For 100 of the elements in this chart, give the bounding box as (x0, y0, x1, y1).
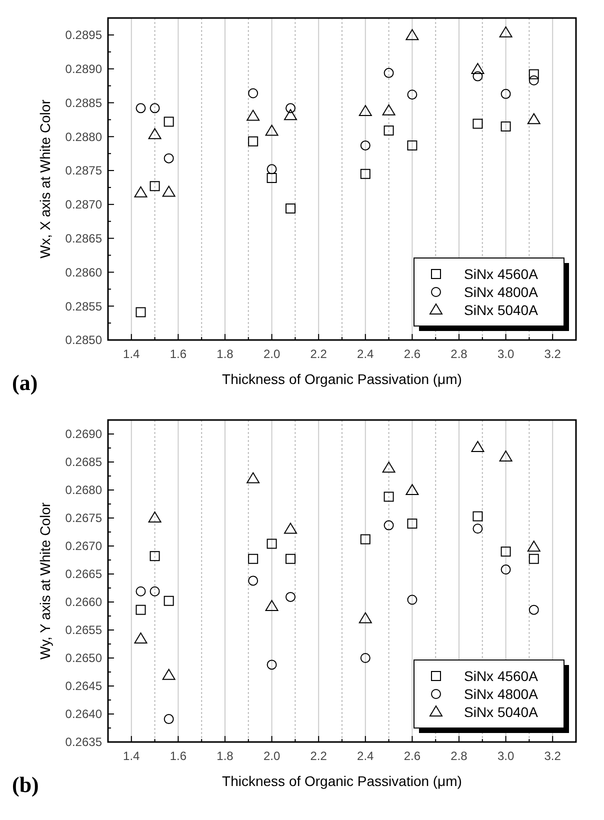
point (528, 75, 539, 86)
y-tick-label: 0.2650 (65, 651, 102, 666)
point (528, 554, 539, 564)
point (150, 586, 160, 596)
legend-label: SiNx 5040A (464, 704, 539, 720)
x-tick-label: 2.8 (450, 749, 468, 763)
point (358, 105, 372, 116)
point (148, 512, 162, 522)
point (266, 538, 277, 549)
y-tick-label: 0.2860 (65, 265, 102, 280)
point (284, 109, 298, 120)
x-axis-title: Thickness of Organic Passivation (μm) (222, 773, 462, 789)
x-tick-label: 1.6 (170, 347, 187, 361)
point (286, 203, 296, 214)
y-tick-label: 0.2680 (65, 483, 102, 498)
y-tick-label: 0.2865 (65, 232, 102, 246)
point (500, 546, 511, 557)
x-tick-label: 3.0 (497, 347, 514, 361)
point (499, 26, 512, 38)
x-tick-label: 2.8 (450, 347, 468, 361)
x-tick-label: 2.0 (263, 749, 280, 763)
point (248, 576, 258, 586)
point (528, 604, 539, 615)
x-tick-label: 1.8 (216, 347, 234, 361)
point (150, 103, 160, 114)
point (136, 586, 146, 596)
point (284, 522, 298, 534)
point (266, 660, 277, 670)
point (162, 186, 176, 197)
point (499, 450, 512, 462)
legend-label: SiNx 4800A (464, 284, 539, 300)
point (471, 63, 484, 74)
y-axis-title: Wx, X axis at White Color (37, 99, 53, 258)
y-axis-title: Wy, Y axis at White Color (37, 502, 53, 660)
point (406, 484, 419, 496)
point (248, 136, 258, 146)
point (527, 540, 540, 552)
point (134, 186, 148, 198)
point (407, 90, 418, 100)
point (528, 69, 539, 80)
y-tick-label: 0.2640 (65, 707, 102, 722)
x-tick-label: 3.0 (497, 749, 514, 763)
y-tick-label: 0.2875 (65, 164, 102, 178)
point (358, 612, 372, 624)
point (360, 653, 370, 663)
y-tick-label: 0.2880 (65, 130, 102, 144)
point (286, 103, 296, 114)
y-tick-label: 0.2890 (65, 62, 102, 76)
point (360, 534, 370, 544)
point (150, 551, 160, 562)
point (266, 164, 277, 174)
point (162, 668, 176, 680)
point (472, 524, 483, 534)
y-tick-label: 0.2850 (65, 333, 102, 348)
point (164, 153, 174, 164)
point (382, 104, 396, 116)
text: (a) (12, 370, 38, 395)
point (407, 594, 418, 605)
point (134, 632, 148, 644)
point (286, 592, 296, 602)
point (472, 71, 483, 82)
point (286, 554, 296, 564)
point (266, 172, 277, 183)
x-tick-label: 1.6 (170, 749, 187, 763)
y-tick-label: 0.2690 (65, 427, 102, 442)
x-tick-label: 2.6 (404, 347, 421, 361)
text: (b) (12, 772, 39, 797)
y-tick-label: 0.2670 (65, 539, 102, 554)
point (384, 520, 394, 530)
legend-label: SiNx 5040A (464, 302, 539, 318)
point (384, 492, 394, 502)
point (164, 714, 174, 724)
point (164, 596, 174, 606)
point (164, 116, 174, 127)
legend-label: SiNx 4560A (464, 668, 539, 684)
point (382, 462, 396, 473)
point (500, 121, 511, 132)
x-tick-label: 3.2 (544, 749, 562, 763)
legend-label: SiNx 4800A (464, 686, 539, 702)
y-tick-label: 0.2655 (65, 623, 102, 638)
point (472, 511, 483, 522)
legend-label: SiNx 4560A (464, 266, 539, 282)
y-tick-label: 0.2660 (65, 595, 102, 610)
y-tick-label: 0.2855 (65, 299, 102, 314)
x-tick-label: 2.4 (357, 749, 374, 763)
x-tick-label: 2.4 (357, 347, 374, 361)
point (471, 440, 484, 452)
y-tick-label: 0.2895 (65, 28, 102, 42)
point (384, 126, 394, 136)
x-tick-label: 2.2 (310, 347, 328, 361)
point (246, 472, 260, 484)
point (406, 29, 419, 40)
y-tick-label: 0.2685 (65, 455, 102, 470)
point (136, 307, 146, 318)
y-tick-label: 0.2635 (65, 735, 102, 750)
x-tick-label: 1.4 (123, 347, 140, 361)
y-tick-label: 0.2885 (65, 96, 102, 110)
point (384, 68, 394, 78)
point (136, 103, 146, 114)
y-tick-label: 0.2645 (65, 679, 102, 694)
